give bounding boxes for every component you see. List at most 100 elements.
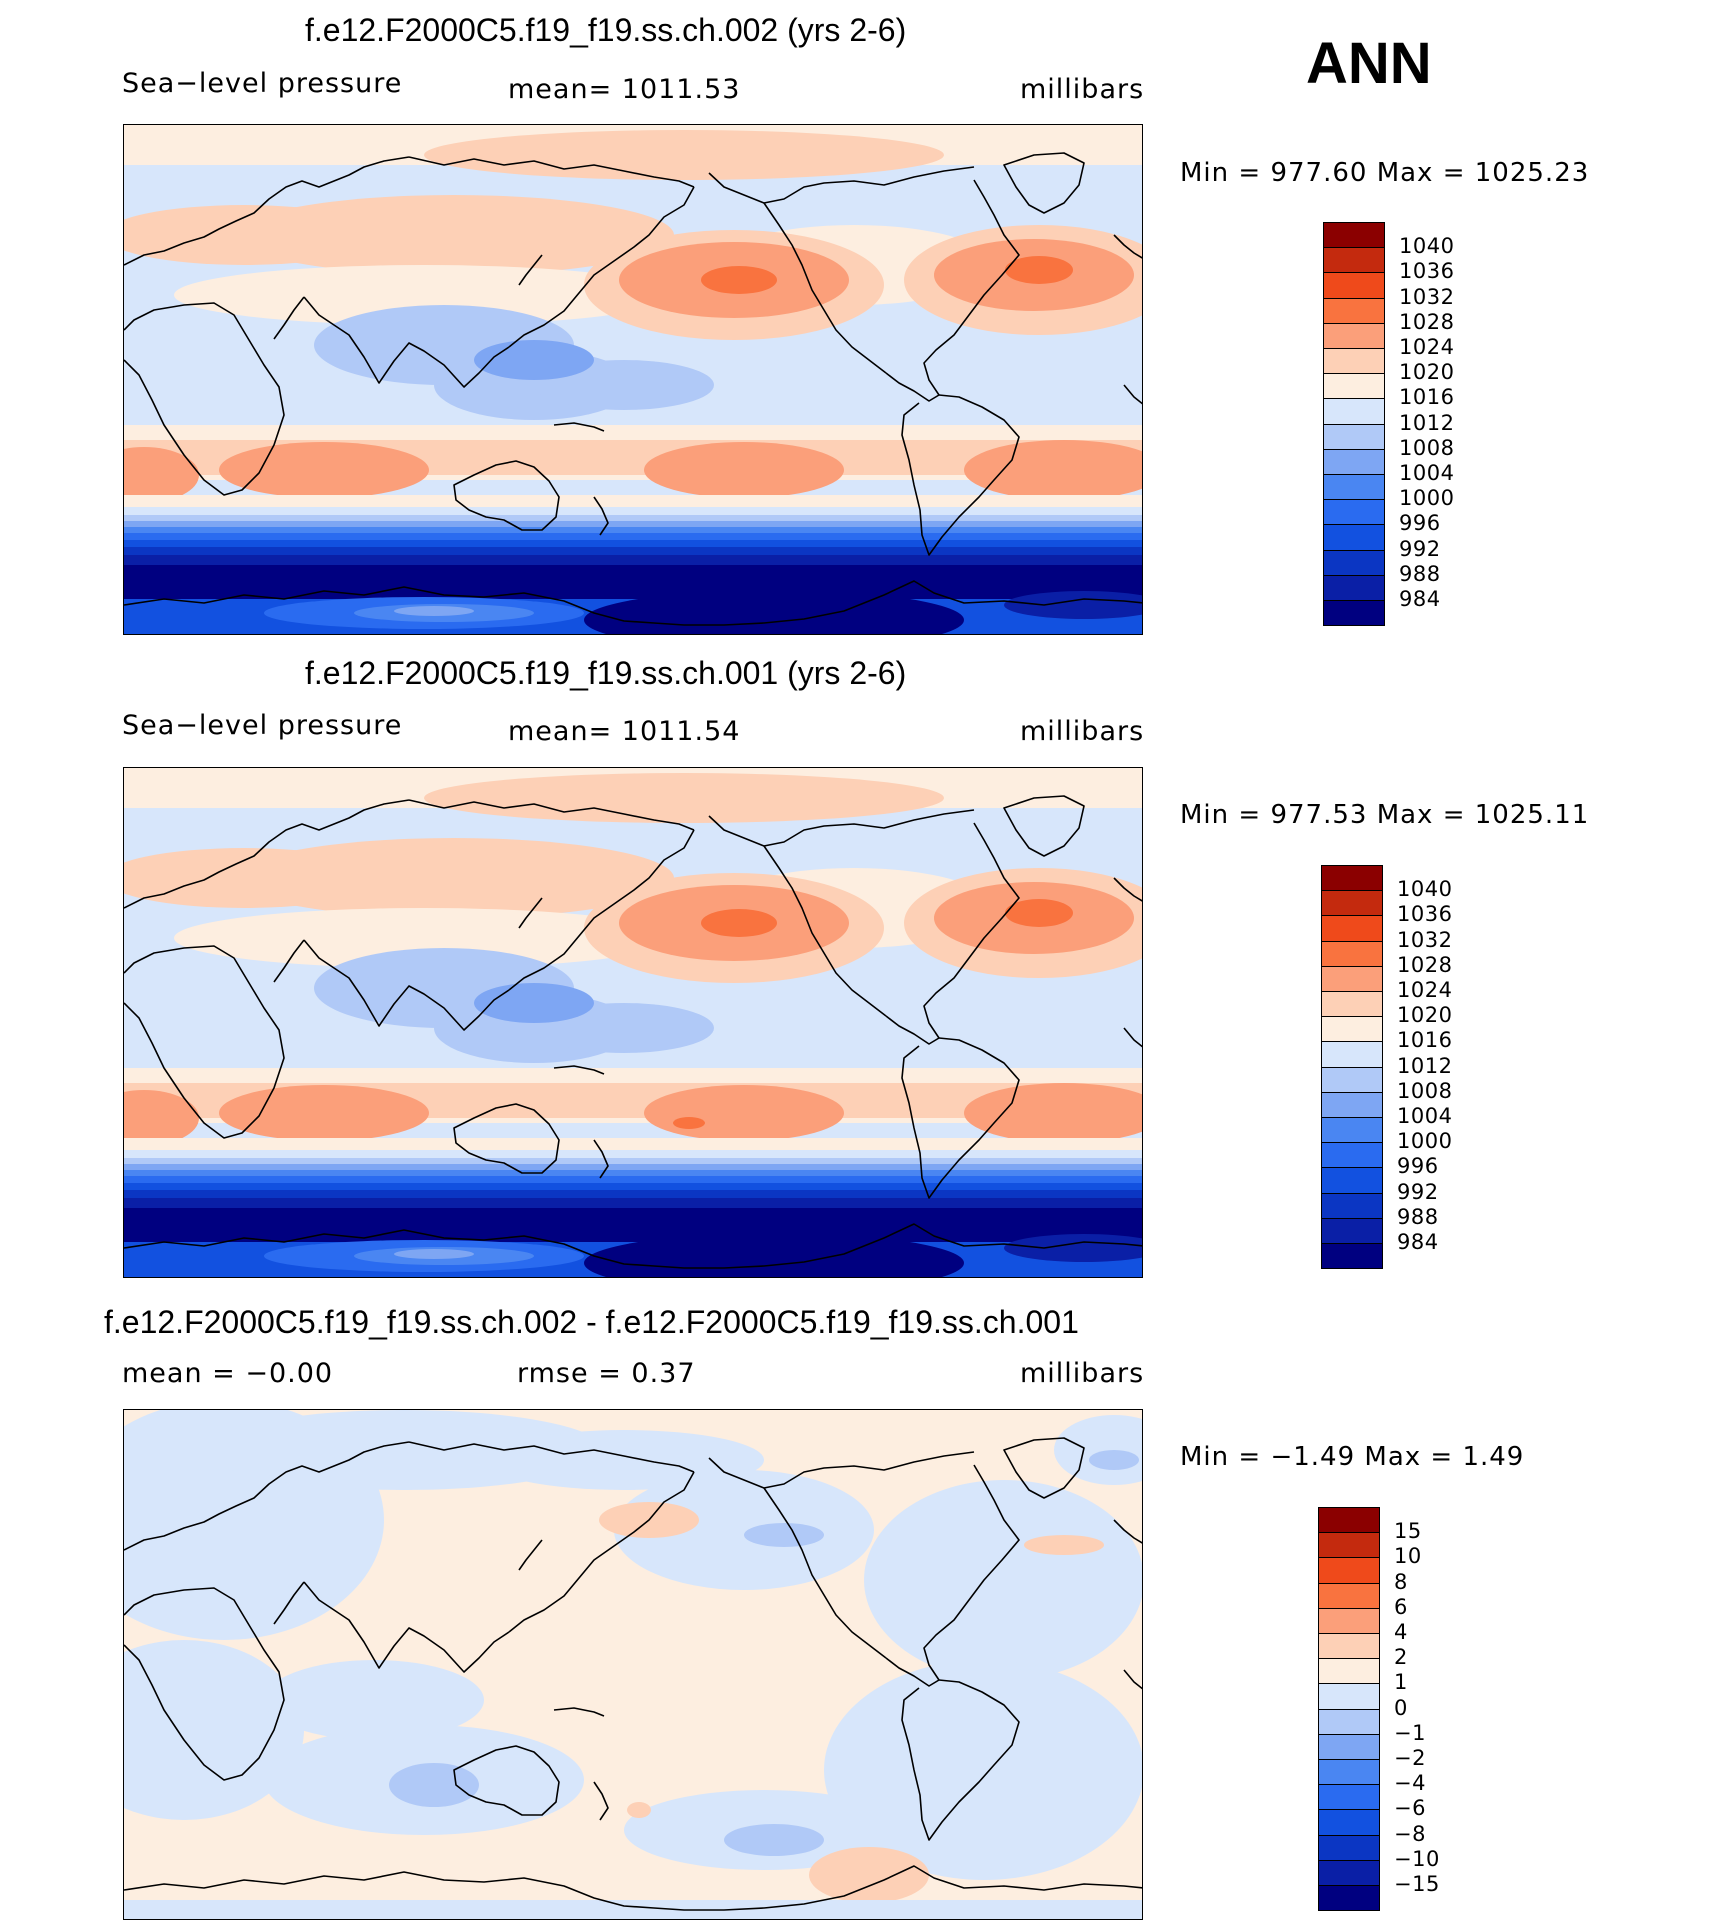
colorbar-label: 1040 xyxy=(1399,234,1455,259)
colorbar-box xyxy=(1321,1167,1383,1194)
colorbar-box xyxy=(1318,1658,1380,1685)
colorbar-label: 4 xyxy=(1394,1620,1408,1644)
colorbar-box xyxy=(1323,398,1385,425)
colorbar-box xyxy=(1318,1708,1380,1735)
colorbar-box xyxy=(1321,1117,1383,1144)
colorbar-label: 1004 xyxy=(1397,1104,1453,1128)
colorbar-label: 992 xyxy=(1399,536,1441,561)
colorbar-label: 1020 xyxy=(1399,360,1455,385)
panel-2-map xyxy=(123,767,1143,1278)
colorbar-box xyxy=(1323,348,1385,375)
colorbar-box xyxy=(1318,1784,1380,1811)
panel-3-title: f.e12.F2000C5.f19_f19.ss.ch.002 - f.e12.… xyxy=(104,1304,1079,1340)
colorbar-label: 1016 xyxy=(1397,1028,1453,1053)
panel-3-rmse-label: rmse = 0.37 xyxy=(517,1358,696,1389)
colorbar-box xyxy=(1318,1759,1380,1786)
panel-2-colorbar: 1040 1036 1032 1028 1024 1020 1016 1012 1008 1004… xyxy=(1321,865,1461,1270)
colorbar-box xyxy=(1318,1859,1380,1886)
panel-1-units-label: millibars xyxy=(1020,74,1145,105)
colorbar-label: −8 xyxy=(1394,1821,1426,1846)
colorbar-label: 2 xyxy=(1394,1645,1408,1670)
contour-field xyxy=(124,125,1142,634)
panel-1-minmax: Min = 977.60 Max = 1025.23 xyxy=(1180,158,1590,188)
colorbar-box xyxy=(1323,474,1385,501)
colorbar-box xyxy=(1318,1532,1380,1559)
colorbar-label: 988 xyxy=(1399,561,1441,586)
colorbar-box xyxy=(1323,322,1385,349)
colorbar-label: 1032 xyxy=(1397,927,1453,952)
colorbar-label: 0 xyxy=(1394,1695,1408,1720)
panel-1-variable-label: Sea−level pressure xyxy=(122,68,403,99)
colorbar-box xyxy=(1321,1142,1383,1169)
coastlines xyxy=(124,1437,1142,1911)
panel-2-variable-label: Sea−level pressure xyxy=(122,710,403,741)
colorbar-box xyxy=(1321,991,1383,1018)
colorbar-label: 10 xyxy=(1394,1544,1422,1569)
colorbar-box xyxy=(1318,1683,1380,1710)
colorbar-box xyxy=(1323,574,1385,601)
colorbar-label: 1028 xyxy=(1397,952,1453,977)
panel-2-title: f.e12.F2000C5.f19_f19.ss.ch.001 (yrs 2-6… xyxy=(305,655,907,691)
colorbar-box xyxy=(1323,423,1385,450)
contour-field xyxy=(124,768,1142,1277)
colorbar-label: −1 xyxy=(1394,1720,1426,1745)
colorbar-label: 15 xyxy=(1394,1519,1422,1544)
colorbar-box xyxy=(1323,247,1385,274)
colorbar-label: 1024 xyxy=(1397,978,1453,1002)
colorbar-box xyxy=(1321,865,1383,892)
colorbar-box xyxy=(1321,940,1383,967)
colorbar-label: 996 xyxy=(1397,1154,1439,1179)
colorbar-box xyxy=(1323,373,1385,400)
panel-2-units-label: millibars xyxy=(1020,716,1145,747)
colorbar-box xyxy=(1321,1041,1383,1068)
colorbar-box xyxy=(1321,1243,1383,1270)
colorbar-box xyxy=(1318,1557,1380,1584)
colorbar-label: 1000 xyxy=(1397,1129,1453,1154)
panel-3-units-label: millibars xyxy=(1020,1358,1145,1389)
colorbar-label: 1 xyxy=(1394,1670,1408,1695)
colorbar-box xyxy=(1318,1507,1380,1534)
colorbar-box xyxy=(1321,1192,1383,1219)
colorbar-label: 1012 xyxy=(1399,410,1455,435)
colorbar-box xyxy=(1318,1582,1380,1609)
colorbar-label: 1036 xyxy=(1397,902,1453,927)
colorbar-label: −4 xyxy=(1394,1771,1426,1796)
colorbar-label: 984 xyxy=(1399,587,1441,611)
colorbar-label: 996 xyxy=(1399,511,1441,536)
colorbar-label: −10 xyxy=(1394,1846,1440,1871)
colorbar-box xyxy=(1323,549,1385,576)
colorbar-box xyxy=(1318,1834,1380,1861)
colorbar-label: −15 xyxy=(1394,1872,1440,1896)
panel-3-colorbar: 15 10 8 6 4 2 1 0 −1 −2 −4 −6 −8 −10 −15 xyxy=(1318,1507,1458,1912)
colorbar-box xyxy=(1323,297,1385,324)
coastlines xyxy=(124,795,1142,1269)
colorbar-box xyxy=(1321,890,1383,917)
contour-field xyxy=(124,1410,1142,1919)
colorbar-label: 1008 xyxy=(1397,1078,1453,1103)
colorbar-box xyxy=(1321,1091,1383,1118)
coastlines xyxy=(124,152,1142,626)
colorbar-box xyxy=(1323,600,1385,627)
colorbar-box xyxy=(1321,1217,1383,1244)
colorbar-label: 1020 xyxy=(1397,1003,1453,1028)
colorbar-box xyxy=(1323,524,1385,551)
colorbar-label: 984 xyxy=(1397,1230,1439,1254)
colorbar-box xyxy=(1318,1633,1380,1660)
colorbar-box xyxy=(1318,1733,1380,1760)
panel-3-mean-label: mean = −0.00 xyxy=(122,1358,334,1389)
panel-3-map xyxy=(123,1409,1143,1920)
colorbar-label: 8 xyxy=(1394,1569,1408,1594)
colorbar-box xyxy=(1321,1016,1383,1043)
colorbar-box xyxy=(1323,448,1385,475)
colorbar-label: 988 xyxy=(1397,1204,1439,1229)
colorbar-box xyxy=(1323,222,1385,249)
colorbar-box xyxy=(1318,1607,1380,1634)
colorbar-label: −6 xyxy=(1394,1796,1426,1821)
colorbar-label: 6 xyxy=(1394,1594,1408,1619)
colorbar-label: 1012 xyxy=(1397,1053,1453,1078)
colorbar-box xyxy=(1321,915,1383,942)
colorbar-box xyxy=(1321,1066,1383,1093)
colorbar-label: 1000 xyxy=(1399,486,1455,511)
colorbar-label: 992 xyxy=(1397,1179,1439,1204)
panel-1-title: f.e12.F2000C5.f19_f19.ss.ch.002 (yrs 2-6… xyxy=(305,12,907,48)
